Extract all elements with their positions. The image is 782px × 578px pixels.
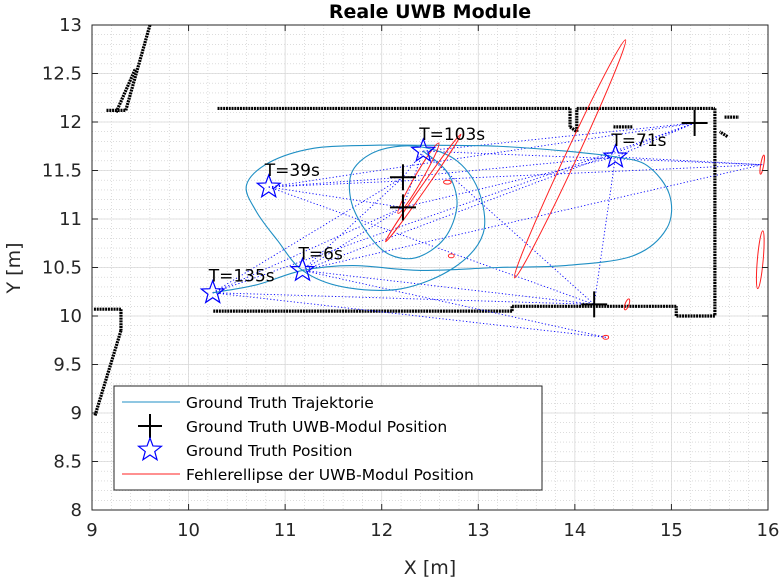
wall-segment <box>124 24 152 111</box>
x-tick-label: 11 <box>274 520 297 541</box>
trajectory <box>212 144 673 294</box>
ray-line <box>402 156 616 208</box>
y-tick-label: 11 <box>59 209 82 230</box>
ray-line <box>402 150 424 178</box>
ray-line <box>615 122 695 158</box>
wall-segment <box>114 68 137 113</box>
gt-position-star <box>255 173 282 199</box>
ray-line <box>302 269 595 305</box>
error-ellipse <box>385 133 462 243</box>
error-ellipse <box>623 298 631 311</box>
ray-line <box>423 150 763 166</box>
ray-line <box>423 122 695 152</box>
rays <box>212 122 763 338</box>
y-tick-label: 8.5 <box>53 452 82 473</box>
position-label: T=39s <box>264 161 320 181</box>
wall-segment <box>718 130 729 138</box>
x-tick-label: 9 <box>86 520 97 541</box>
ray-line <box>302 206 404 271</box>
chart-title: Reale UWB Module <box>329 1 531 23</box>
error-ellipse <box>447 253 455 259</box>
uwb-module-marker <box>581 291 608 318</box>
legend-box <box>113 385 543 491</box>
position-label: T=103s <box>418 125 485 145</box>
x-tick-label: 14 <box>563 520 586 541</box>
uwb-module-marker <box>389 164 416 191</box>
legend: Ground Truth Trajektorie Ground Truth UWB… <box>113 385 543 491</box>
ray-line <box>212 292 595 305</box>
legend-entry: Ground Truth Trajektorie <box>122 394 374 412</box>
ray-line <box>212 122 695 294</box>
x-tick-label: 13 <box>467 520 490 541</box>
y-tick-label: 10 <box>59 306 82 327</box>
wall-segment <box>93 330 123 417</box>
ray-line <box>268 186 404 208</box>
legend-entry: Ground Truth UWB-Modul Position <box>138 414 447 438</box>
ray-line <box>302 176 404 271</box>
position-label: T=71s <box>610 131 666 151</box>
y-ticks: 8 8.5 9 9.5 10 10.5 11 11.5 12 12.5 13 <box>42 15 768 521</box>
y-tick-label: 10.5 <box>42 258 82 279</box>
trajectory-line <box>212 144 673 294</box>
error-ellipse <box>755 230 765 290</box>
uwb-modules <box>389 109 708 318</box>
error-ellipses <box>385 39 765 340</box>
x-tick-label: 15 <box>660 520 683 541</box>
error-ellipse <box>443 179 452 185</box>
x-axis-label: X [m] <box>404 557 456 578</box>
ray-line <box>615 156 763 166</box>
legend-label: Ground Truth UWB-Modul Position <box>186 418 447 436</box>
y-tick-label: 8 <box>71 500 82 521</box>
legend-label: Ground Truth Position <box>186 442 353 460</box>
y-tick-label: 12 <box>59 112 82 133</box>
position-annotations: T=135s T=6s T=39s T=103s T=71s <box>208 125 667 287</box>
gt-positions <box>199 137 629 304</box>
error-ellipse <box>602 334 610 340</box>
legend-star-swatch <box>136 436 164 462</box>
y-tick-label: 11.5 <box>42 161 82 182</box>
x-tick-label: 16 <box>757 520 780 541</box>
error-ellipse <box>759 154 765 175</box>
legend-entry: Fehlerellipse der UWB-Modul Position <box>122 466 474 484</box>
ray-line <box>422 150 595 305</box>
y-tick-label: 13 <box>59 15 82 36</box>
position-label: T=6s <box>298 244 343 264</box>
gt-position-star <box>289 256 316 282</box>
x-tick-label: 12 <box>370 520 393 541</box>
y-tick-label: 9.5 <box>53 355 82 376</box>
ray-line <box>302 164 763 271</box>
uwb-module-marker <box>389 194 416 221</box>
x-tick-label: 10 <box>177 520 200 541</box>
legend-entry: Ground Truth Position <box>136 436 353 462</box>
ray-line <box>402 156 616 178</box>
legend-label: Fehlerellipse der UWB-Modul Position <box>186 466 474 484</box>
error-ellipse <box>513 39 627 279</box>
gt-position-star <box>410 137 437 163</box>
y-tick-label: 9 <box>71 403 82 424</box>
gt-position-star <box>602 143 629 169</box>
y-tick-label: 12.5 <box>42 64 82 85</box>
gt-position-star <box>199 278 226 304</box>
position-label: T=135s <box>208 267 275 287</box>
ray-line <box>268 164 763 188</box>
uwb-module-marker <box>681 109 708 136</box>
ray-line <box>302 269 606 338</box>
ray-line <box>268 122 695 188</box>
legend-label: Ground Truth Trajektorie <box>186 394 374 412</box>
ray-line <box>212 206 404 294</box>
ray-line <box>212 292 606 338</box>
ray-line <box>593 156 616 305</box>
y-axis-label: Y [m] <box>3 243 25 295</box>
x-ticks: 9 10 11 12 13 14 15 16 <box>86 25 779 541</box>
